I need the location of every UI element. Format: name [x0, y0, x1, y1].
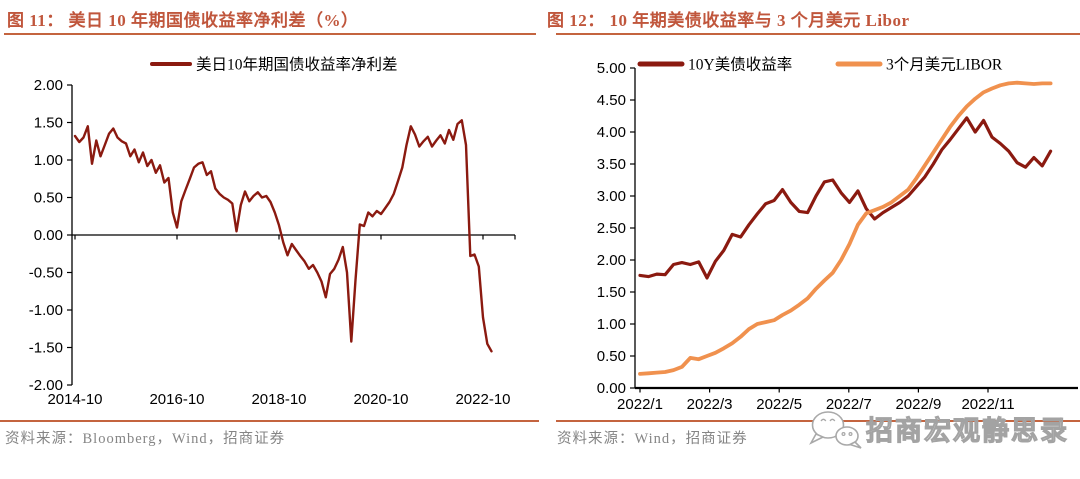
figure-12-panel: 图 12： 10 年期美债收益率与 3 个月美元 Libor 10Y美债收益率 3… [540, 0, 1080, 479]
legend-label-0: 美日10年期国债收益率净利差 [196, 56, 398, 74]
x-tick-label: 2018-10 [251, 391, 306, 408]
x-tick-label: 2022/9 [895, 396, 941, 413]
series-line-0 [638, 116, 1053, 280]
figure-11-title-rule [4, 33, 536, 35]
figure-11-bottom-rule [0, 420, 539, 422]
y-tick-label: -1.00 [29, 302, 63, 319]
figure-11-title: 图 11： 美日 10 年期国债收益率净利差（%） [7, 11, 359, 30]
y-tick-label: 5.00 [597, 60, 626, 77]
figure-12-source: 资料来源：Wind，招商证券 [557, 431, 748, 447]
series-line-0 [73, 119, 493, 353]
legend-label-1: 3个月美元LIBOR [886, 56, 1003, 74]
x-tick-label: 2014-10 [47, 391, 102, 408]
figure-11-line-chart: 美日10年期国债收益率净利差 2.00 1.50 1.00 0.50 0.00 -0.50 -… [29, 56, 516, 408]
y-tick-label: 4.00 [597, 124, 626, 141]
x-tick-label: 2016-10 [149, 391, 204, 408]
series-line-1 [638, 80, 1053, 376]
y-tick-label: 2.50 [597, 220, 626, 237]
y-tick-label: 0.50 [34, 190, 63, 207]
figure-11-source: 资料来源：Bloomberg，Wind，招商证券 [5, 431, 286, 447]
y-tick-label: 0.50 [597, 348, 626, 365]
y-tick-label: 1.50 [597, 284, 626, 301]
figure-12-title: 图 12： 10 年期美债收益率与 3 个月美元 Libor [547, 11, 910, 30]
x-tick-label: 2022/5 [756, 396, 802, 413]
x-tick-label: 2022/3 [687, 396, 733, 413]
y-tick-label: 3.00 [597, 188, 626, 205]
x-tick-label: 2022/7 [826, 396, 872, 413]
watermark-label: 招商宏观静思录 [866, 415, 1069, 446]
y-tick-label: 1.00 [34, 152, 63, 169]
x-tick-label: 2022/11 [961, 396, 1014, 413]
y-tick-label: 2.00 [34, 77, 63, 94]
y-tick-label: -0.50 [29, 265, 63, 282]
y-tick-label: 3.50 [597, 156, 626, 173]
y-tick-label: -1.50 [29, 340, 63, 357]
y-tick-label: 2.00 [597, 252, 626, 269]
figure-12-title-rule [556, 33, 1080, 35]
figure-11-panel: 图 11： 美日 10 年期国债收益率净利差（%） 美日10年期国债收益率净利差… [0, 11, 539, 447]
x-tick-label: 2020-10 [353, 391, 408, 408]
y-tick-label: 1.50 [34, 115, 63, 132]
x-tick-label: 2022/1 [617, 396, 663, 413]
figure-12-line-chart: 10Y美债收益率 3个月美元LIBOR 5.00 4.50 4.00 3.50 3.00 2.… [597, 56, 1078, 413]
y-tick-label: 0.00 [597, 380, 626, 397]
y-tick-label: 1.00 [597, 316, 626, 333]
y-tick-label: -2.00 [29, 377, 63, 394]
x-tick-label: 2022-10 [455, 391, 510, 408]
legend-label-0: 10Y美债收益率 [688, 56, 792, 74]
wechat-icon [809, 411, 862, 449]
wechat-watermark: 招商宏观静思录 [809, 411, 1069, 449]
y-tick-label: 0.00 [34, 227, 63, 244]
y-tick-label: 4.50 [597, 92, 626, 109]
